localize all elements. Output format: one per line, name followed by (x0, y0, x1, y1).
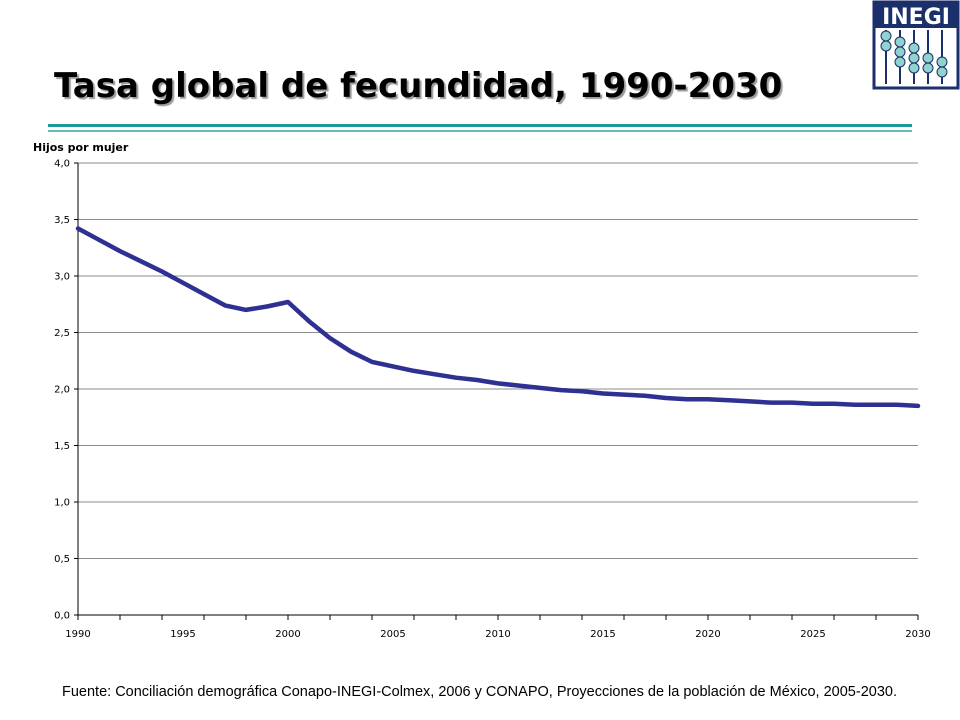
y-tick-label: 0,5 (54, 554, 70, 565)
x-tick-label: 1995 (170, 629, 195, 640)
slide-title: Tasa global de fecundidad, 1990-2030 (54, 66, 783, 106)
title-divider (48, 124, 912, 127)
series-line-0 (75, 226, 921, 409)
inegi-logo-icon: INEGI (872, 0, 960, 90)
x-tick-label: 2010 (485, 629, 510, 640)
x-tick-label: 2005 (380, 629, 405, 640)
y-tick-label: 2,5 (54, 328, 70, 339)
title-divider-secondary (48, 130, 912, 132)
y-tick-label: 2,0 (54, 385, 70, 396)
x-tick-label: 2020 (695, 629, 720, 640)
y-tick-label: 1,0 (54, 498, 70, 509)
x-tick-label: 2015 (590, 629, 615, 640)
x-tick-label: 2000 (275, 629, 300, 640)
y-axis-title: Hijos por mujer (33, 141, 129, 154)
y-tick-label: 3,0 (54, 272, 70, 283)
fertility-line-chart: 0,0 0,5 1,0 1,5 2,0 2,5 3,0 3,5 4,0 1990 1995 2000 2… (33, 141, 931, 640)
logo-text: INEGI (882, 5, 950, 30)
y-tick-label: 1,5 (54, 441, 70, 452)
x-tick-label: 2030 (905, 629, 930, 640)
x-tick-label: 1990 (65, 629, 90, 640)
y-tick-label: 3,5 (54, 215, 70, 226)
source-note: Fuente: Conciliación demográfica Conapo-… (62, 684, 897, 700)
y-tick-label: 4,0 (54, 159, 70, 170)
x-tick-label: 2025 (800, 629, 825, 640)
y-tick-label: 0,0 (54, 611, 70, 622)
